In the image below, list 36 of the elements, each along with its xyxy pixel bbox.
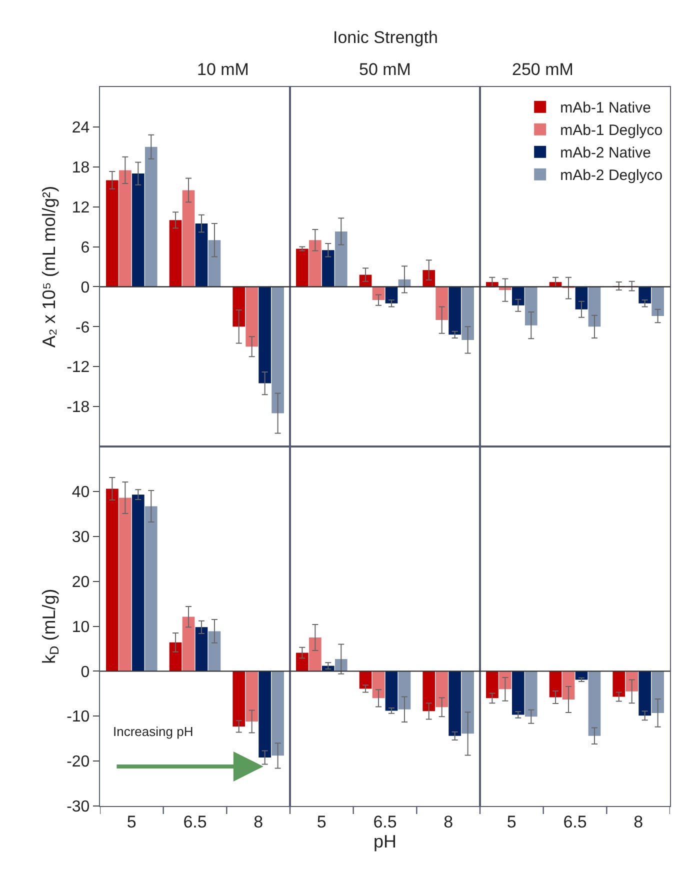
y-tick-label: -10 [66,708,90,726]
x-tick-label: 6.5 [373,812,397,832]
chart-title: 250 mM [512,60,574,79]
y-tick-label: 10 [72,618,90,636]
y-tick-label: 20 [72,574,90,591]
x-tick-label: 8 [444,812,454,832]
x-tick-label: 5 [506,812,516,832]
legend-label: mAb-2 Native [560,144,651,162]
y-tick-label: 18 [72,159,90,176]
x-tick-label: 8 [634,812,644,832]
legend-label: mAb-1 Native [560,100,651,117]
x-tick-label: 6.5 [183,812,207,832]
y-tick-label: 6 [80,239,90,256]
y-tick-label: 12 [72,199,90,216]
y-tick-label: -6 [75,319,90,336]
x-tick-label: 6.5 [563,812,587,832]
x-tick-label: 5 [316,812,326,832]
y-tick-label: 40 [72,484,90,502]
y-tick-label: -20 [66,754,90,771]
y-tick-label: 30 [72,528,90,546]
y-tick-label: -18 [66,399,90,416]
chart-title: 10 mM [197,60,249,79]
y-tick-label: 0 [80,279,90,296]
x-tick-label: 5 [126,812,136,832]
legend-label: mAb-1 Deglyco [560,122,663,140]
text: Ionic Strength [333,28,438,47]
y-tick-label: -30 [66,798,90,816]
x-axis-title: pH [373,832,397,852]
legend-label: mAb-2 Deglyco [560,167,663,184]
x-tick-label: 8 [254,812,264,832]
y-axis-title: A₂ x 10⁵ (mL mol/g²) [38,186,59,348]
y-tick-label: 0 [80,664,90,681]
y-tick-label: 24 [72,120,90,137]
annotation: Increasing pH [113,724,194,739]
y-tick-label: -12 [66,359,90,376]
chart-title: 50 mM [359,60,411,79]
